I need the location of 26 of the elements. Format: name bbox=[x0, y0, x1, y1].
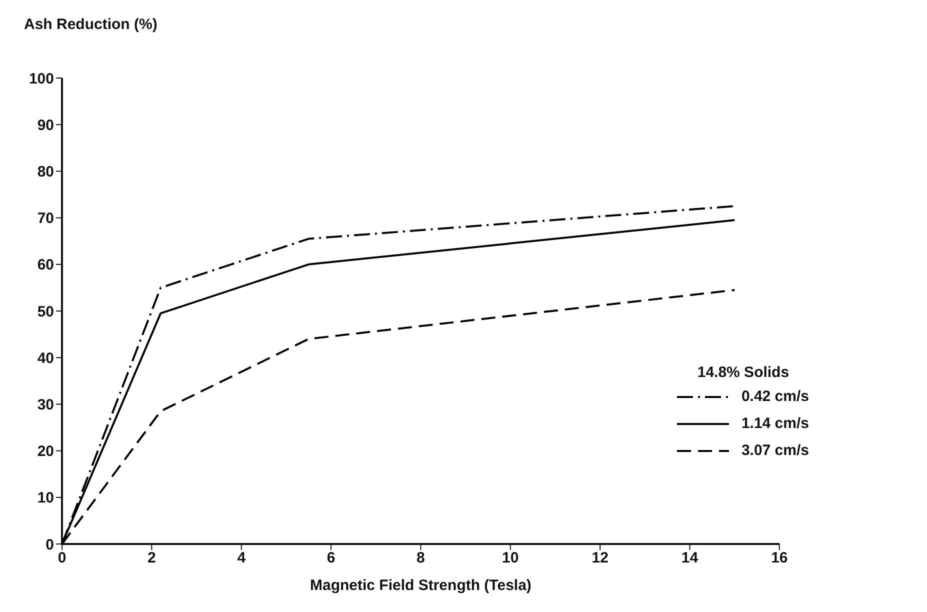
y-tick-label: 30 bbox=[37, 396, 54, 414]
y-tick-label: 100 bbox=[28, 70, 54, 88]
legend-label: 3.07 cm/s bbox=[741, 442, 809, 459]
y-tick-label: 50 bbox=[37, 303, 54, 320]
y-tick-label: 10 bbox=[37, 490, 54, 507]
y-tick-label: 70 bbox=[37, 210, 54, 228]
x-tick-label: 0 bbox=[58, 550, 66, 567]
x-tick-label: 16 bbox=[771, 550, 788, 567]
x-tick-label: 12 bbox=[592, 550, 608, 567]
y-axis-title: Ash Reduction (%) bbox=[24, 16, 158, 33]
x-tick-label: 4 bbox=[237, 550, 246, 567]
legend-label: 0.42 cm/s bbox=[741, 388, 809, 405]
legend-label: 1.14 cm/s bbox=[741, 415, 809, 432]
y-tick-label: 40 bbox=[37, 350, 54, 367]
x-tick-label: 10 bbox=[502, 550, 519, 567]
x-tick-label: 14 bbox=[681, 550, 699, 567]
legend-title: 14.8% Solids bbox=[696, 364, 790, 381]
x-tick-label: 8 bbox=[416, 550, 425, 567]
x-tick-label: 2 bbox=[148, 550, 156, 567]
y-tick-label: 20 bbox=[37, 443, 54, 460]
y-tick-label: 80 bbox=[37, 164, 54, 181]
x-tick-label: 6 bbox=[326, 550, 336, 567]
x-axis-title: Magnetic Field Strength (Tesla) bbox=[310, 577, 532, 594]
y-tick-label: 90 bbox=[37, 116, 54, 134]
y-tick-label: 0 bbox=[46, 536, 54, 554]
y-tick-label: 60 bbox=[37, 256, 54, 274]
